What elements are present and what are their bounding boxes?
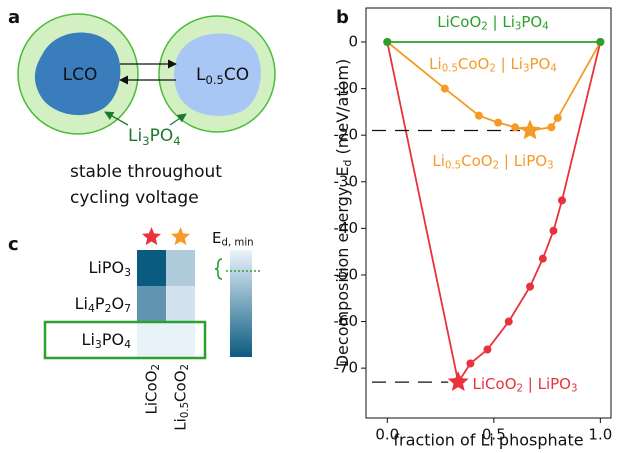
text-part: Li [429, 55, 442, 73]
coating-label: Li3PO4 [128, 126, 181, 148]
y-tick-label: 0 [348, 33, 358, 51]
point [554, 114, 562, 122]
text-part: 4 [124, 338, 131, 351]
text-part: CO [224, 65, 249, 85]
text-part: PO [521, 13, 542, 31]
text-part: PO [102, 330, 124, 349]
panel-label: c [8, 234, 19, 255]
lco-label: LCO [63, 65, 98, 85]
series-line [387, 42, 600, 382]
point [483, 346, 491, 354]
series-line [387, 42, 600, 131]
text-part: Li [171, 418, 189, 431]
text-part: Li [75, 294, 88, 313]
text-part: PO [529, 55, 550, 73]
text-part: | Li [496, 55, 523, 73]
text-part: 4 [550, 64, 556, 75]
text-part: Decomposition energy, E [333, 166, 352, 367]
point [526, 283, 534, 291]
text-part: d [341, 160, 354, 167]
heatmap-cell [166, 286, 195, 322]
text-part: 2 [105, 302, 112, 315]
series-label: LiCoO2 | Li3PO4 [437, 13, 548, 33]
highlight-star [520, 120, 541, 140]
text-part: | Li [488, 13, 515, 31]
point [539, 255, 547, 263]
text-part: Li [128, 126, 142, 146]
point [383, 38, 391, 46]
row-label: Li4P2O7 [75, 294, 131, 315]
column-marker [171, 227, 190, 245]
caption: cycling voltage [70, 188, 199, 208]
text-part: LiPO [88, 258, 124, 277]
row-label: LiPO3 [88, 258, 131, 279]
column-label: Li0.5CoO2 [171, 364, 191, 431]
point [466, 359, 474, 367]
text-part: 3 [124, 266, 131, 279]
text-part: CoO [461, 152, 492, 170]
point [441, 85, 449, 93]
heatmap-cell [137, 322, 166, 358]
text-part: | LiPO [499, 152, 547, 170]
caption: stable throughout [70, 162, 222, 182]
point [596, 38, 604, 46]
text-part: 4 [173, 134, 180, 148]
point [511, 123, 519, 131]
text-part: (meV/atom) [333, 59, 352, 160]
colorbar [230, 250, 252, 357]
row-label: Li3PO4 [82, 330, 132, 351]
point [558, 196, 566, 204]
heatmap-cell [137, 250, 166, 286]
colorbar-label: Ed, min [212, 229, 254, 249]
point [549, 227, 557, 235]
page: {"panel_labels": ["a", "b", "c"], "diagr… [0, 0, 618, 453]
x-axis-label: fraction of Li phosphate [393, 431, 583, 450]
text-part: | LiPO [523, 375, 571, 393]
text-part: 0.5 [205, 73, 223, 87]
point [475, 112, 483, 120]
column-marker [142, 227, 161, 245]
text-part: Li [82, 330, 95, 349]
brace [215, 259, 222, 279]
text-part: CoO [171, 370, 189, 401]
heatmap-cell [137, 286, 166, 322]
series-label: Li0.5CoO2 | LiPO3 [432, 152, 553, 172]
y-axis-label: Decomposition energy, Ed (meV/atom) [333, 59, 354, 368]
text-part: 3 [142, 134, 149, 148]
panel-label: b [336, 7, 349, 28]
text-part: CoO [458, 55, 489, 73]
text-part: 3 [547, 161, 553, 172]
series-label: LiCoO2 | LiPO3 [473, 375, 578, 395]
panel-label: a [8, 7, 20, 28]
x-tick-label: 1.0 [588, 426, 612, 444]
text-part: LiCoO [437, 13, 481, 31]
figure: LCO abcL0.5COLi3PO4stable throughoutcycl… [0, 0, 618, 453]
text-part: 2 [180, 364, 191, 370]
text-part: P [95, 294, 105, 313]
text-part: 4 [542, 22, 548, 33]
column-label: LiCoO2 [142, 364, 162, 414]
text-part: 0.5 [180, 402, 191, 418]
heatmap-cell [166, 322, 195, 358]
text-part: LiCoO [142, 370, 160, 414]
point [547, 123, 555, 131]
text-part: E [212, 229, 221, 247]
annotation: Li0.5CoO2 | Li3PO4 [429, 55, 557, 75]
text-part: O [111, 294, 124, 313]
text-part: 0.5 [442, 64, 458, 75]
text-part: d, min [221, 238, 253, 249]
point [494, 119, 502, 127]
highlight-star [448, 371, 469, 391]
text-part: 3 [571, 384, 577, 395]
heatmap-cell [166, 250, 195, 286]
text-part: Li [432, 152, 445, 170]
text-part: PO [150, 126, 174, 146]
text-part: 0.5 [445, 161, 461, 172]
text-part: LiCoO [473, 375, 517, 393]
text-part: 7 [124, 302, 131, 315]
text-part: 2 [151, 364, 162, 370]
point [505, 318, 513, 326]
